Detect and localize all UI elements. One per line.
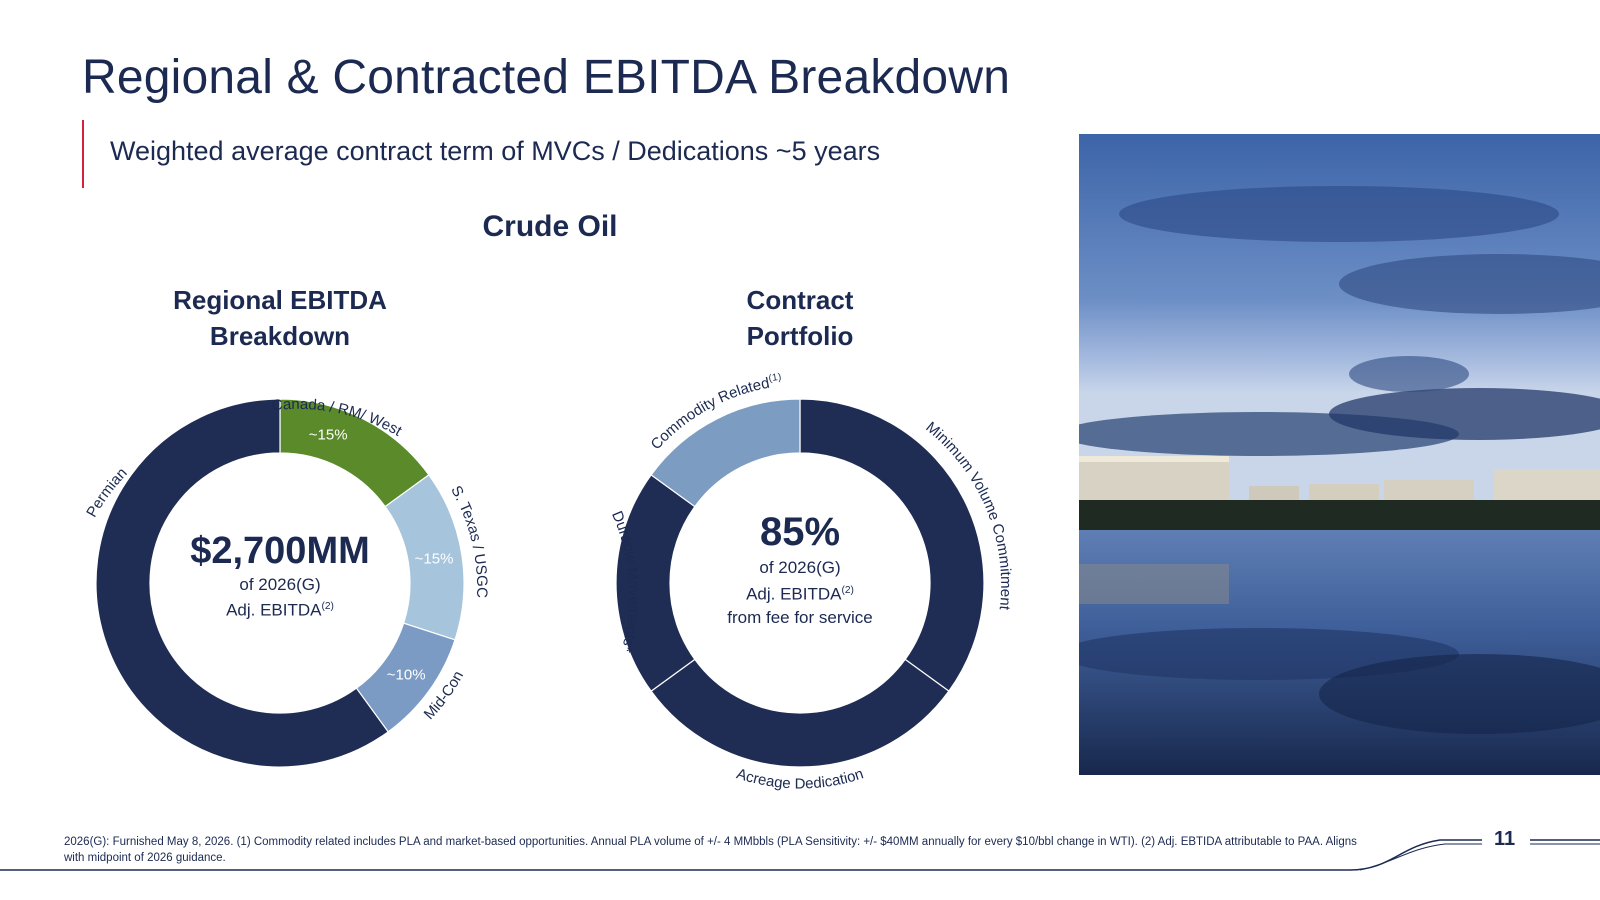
subtitle-accent-bar xyxy=(82,120,84,188)
regional-center-sup: (2) xyxy=(321,601,334,612)
contract-title-line1: Contract xyxy=(746,285,854,315)
contract-center-line1: of 2026(G) xyxy=(759,558,841,577)
regional-chart-title: Regional EBITDA Breakdown xyxy=(130,282,430,354)
contract-chart-title: Contract Portfolio xyxy=(650,282,950,354)
contract-title-line2: Portfolio xyxy=(746,321,854,351)
regional-center-value: $2,700MM xyxy=(190,530,370,572)
footer-swoosh-decoration xyxy=(0,839,1600,871)
footnote: 2026(G): Furnished May 8, 2026. (1) Comm… xyxy=(64,836,1357,864)
regional-title-line2: Breakdown xyxy=(209,321,351,351)
regional-center-line2: Adj. EBITDA xyxy=(226,600,322,620)
contract-center-value: 85% xyxy=(759,510,841,554)
regional-value-label-canada-rm-west: ~15% xyxy=(309,427,348,444)
regional-title-line1: Regional EBITDA xyxy=(173,285,387,315)
storage-tanks-photo xyxy=(1079,134,1600,775)
regional-center: $2,700MM of 2026(G) Adj. EBITDA(2) xyxy=(160,528,400,622)
contract-center-line2: Adj. EBITDA xyxy=(746,584,842,604)
regional-value-label-permian: ~60% xyxy=(159,528,198,545)
regional-donut xyxy=(95,398,465,768)
section-title: Crude Oil xyxy=(482,210,618,243)
contract-center-sup: (2) xyxy=(841,585,854,596)
regional-slice-permian xyxy=(95,398,389,768)
contract-slice-minimum-volume-commitment xyxy=(799,398,985,692)
page-title: Regional & Contracted EBITDA Breakdown xyxy=(82,51,1011,104)
page-number: 11 xyxy=(1494,828,1516,850)
contract-center-line3: from fee for service xyxy=(727,607,873,627)
contract-center: 85% of 2026(G) Adj. EBITDA(2) from fee f… xyxy=(680,508,920,629)
contract-slice-commodity-related xyxy=(650,398,801,508)
contract-donut xyxy=(615,398,985,768)
regional-value-label-mid-con: ~10% xyxy=(387,667,426,684)
contract-slice-acreage-dedication xyxy=(650,658,950,768)
contract-category-label-acreage-dedication: Acreage Dedication xyxy=(734,765,865,792)
regional-center-line1: of 2026(G) xyxy=(239,575,321,594)
regional-value-label-s-texas-usgc: ~15% xyxy=(415,551,454,568)
page-subtitle: Weighted average contract term of MVCs /… xyxy=(110,136,881,166)
